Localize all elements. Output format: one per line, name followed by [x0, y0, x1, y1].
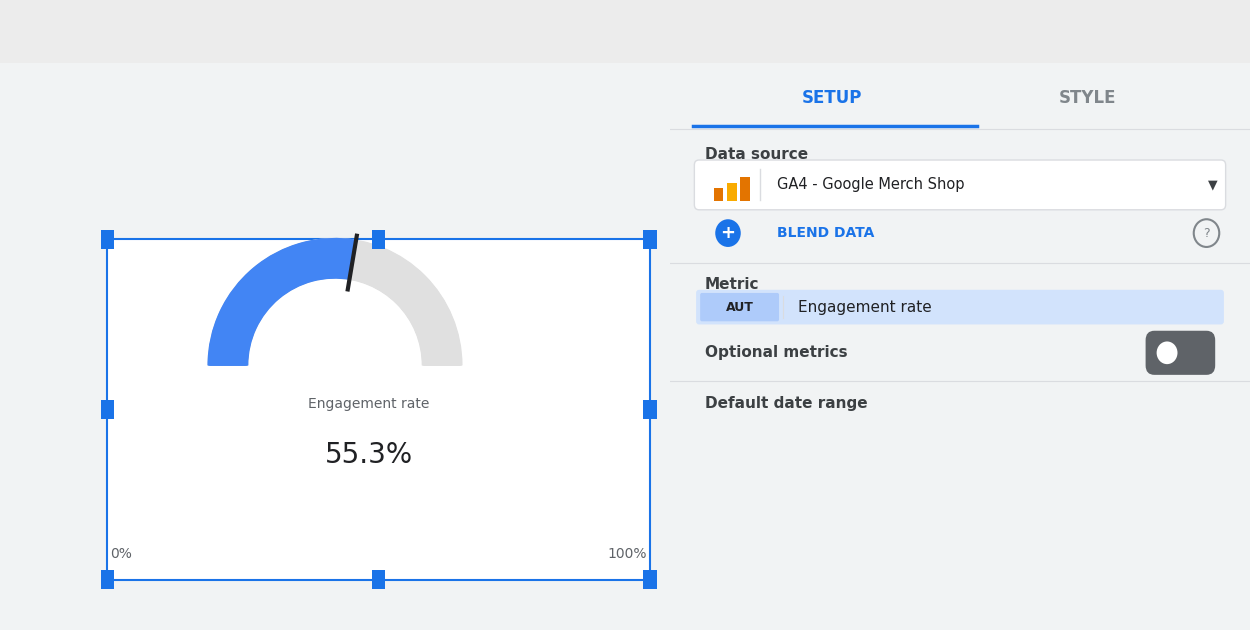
- FancyBboxPatch shape: [100, 230, 114, 249]
- Text: Engagement rate: Engagement rate: [308, 397, 429, 411]
- Text: Metric: Metric: [705, 277, 759, 292]
- Text: Default date range: Default date range: [705, 396, 867, 411]
- Text: Engagement rate: Engagement rate: [798, 300, 931, 314]
- FancyBboxPatch shape: [670, 0, 1250, 63]
- FancyBboxPatch shape: [644, 400, 656, 419]
- Text: ▼: ▼: [1208, 178, 1218, 192]
- Text: 100%: 100%: [608, 547, 646, 561]
- Text: STYLE: STYLE: [1059, 89, 1116, 106]
- FancyBboxPatch shape: [714, 188, 724, 201]
- Text: BLEND DATA: BLEND DATA: [778, 226, 875, 240]
- Text: GA4 - Google Merch Shop: GA4 - Google Merch Shop: [778, 178, 965, 192]
- FancyBboxPatch shape: [644, 230, 656, 249]
- FancyBboxPatch shape: [0, 0, 670, 63]
- FancyBboxPatch shape: [726, 183, 736, 201]
- FancyBboxPatch shape: [371, 570, 385, 589]
- FancyBboxPatch shape: [694, 160, 1226, 210]
- Text: +: +: [720, 224, 735, 242]
- Text: SETUP: SETUP: [802, 89, 862, 106]
- Circle shape: [715, 219, 741, 247]
- Text: 0%: 0%: [110, 547, 132, 561]
- Text: ?: ?: [1204, 227, 1210, 239]
- FancyBboxPatch shape: [107, 239, 650, 580]
- FancyBboxPatch shape: [740, 177, 750, 201]
- FancyBboxPatch shape: [1145, 331, 1215, 375]
- FancyBboxPatch shape: [371, 230, 385, 249]
- FancyBboxPatch shape: [696, 290, 1224, 324]
- FancyBboxPatch shape: [700, 293, 779, 321]
- Circle shape: [1156, 341, 1177, 364]
- Text: Data source: Data source: [705, 147, 808, 162]
- FancyBboxPatch shape: [644, 570, 656, 589]
- FancyBboxPatch shape: [100, 570, 114, 589]
- Text: 55.3%: 55.3%: [325, 441, 412, 469]
- FancyBboxPatch shape: [100, 400, 114, 419]
- Text: Optional metrics: Optional metrics: [705, 345, 848, 360]
- Text: AUT: AUT: [726, 301, 754, 314]
